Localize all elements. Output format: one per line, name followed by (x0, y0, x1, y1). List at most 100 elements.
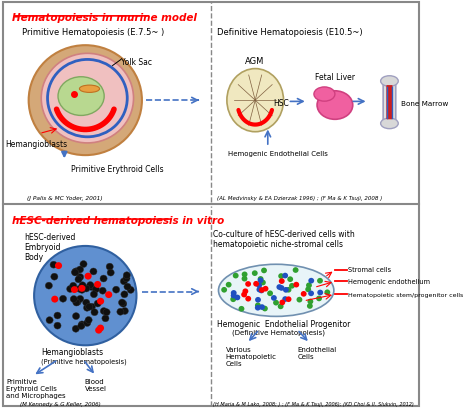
Circle shape (127, 287, 134, 294)
Circle shape (283, 287, 289, 293)
Circle shape (72, 269, 79, 276)
Circle shape (112, 286, 120, 293)
Circle shape (123, 275, 130, 282)
Text: Hemogenic  Endothelial Progenitor: Hemogenic Endothelial Progenitor (218, 319, 351, 328)
Ellipse shape (58, 78, 104, 116)
Circle shape (306, 283, 312, 288)
Text: (H Maria & M Lako, 2008; ) ; (F Ma & K Tsuji, 2006); (KD Choi & II. Slukvin, 201: (H Maria & M Lako, 2008; ) ; (F Ma & K T… (213, 401, 414, 406)
Circle shape (257, 278, 264, 283)
Circle shape (74, 299, 81, 306)
Circle shape (121, 308, 128, 315)
Text: (Primitive hematopoiesis): (Primitive hematopoiesis) (41, 357, 127, 364)
Circle shape (124, 283, 131, 290)
Circle shape (271, 295, 277, 301)
Circle shape (71, 286, 78, 293)
Text: hESC-derived hematopoiesis in vitro: hESC-derived hematopoiesis in vitro (12, 216, 224, 226)
FancyBboxPatch shape (383, 80, 396, 126)
Circle shape (287, 276, 293, 282)
Circle shape (267, 291, 273, 297)
Circle shape (95, 327, 102, 334)
Circle shape (70, 296, 77, 303)
Circle shape (259, 304, 265, 310)
Circle shape (253, 281, 259, 287)
Circle shape (97, 325, 104, 332)
Circle shape (78, 285, 85, 292)
Circle shape (118, 299, 126, 306)
Circle shape (67, 286, 74, 293)
Circle shape (282, 273, 288, 279)
Circle shape (261, 268, 267, 274)
Circle shape (100, 275, 107, 282)
Circle shape (73, 268, 80, 275)
Text: Hematopoiesis in murine model: Hematopoiesis in murine model (12, 13, 197, 23)
Circle shape (278, 304, 283, 310)
Circle shape (276, 285, 283, 290)
Circle shape (117, 308, 124, 315)
Circle shape (106, 263, 113, 270)
Circle shape (82, 285, 90, 292)
Circle shape (70, 283, 77, 290)
Text: Yolk Sac: Yolk Sac (121, 58, 152, 67)
Circle shape (78, 321, 85, 328)
Circle shape (255, 305, 261, 311)
Text: HSC: HSC (273, 99, 289, 108)
Circle shape (76, 285, 83, 292)
Circle shape (241, 292, 247, 298)
Circle shape (301, 291, 307, 297)
Text: (Definitive Hematopoiesis): (Definitive Hematopoiesis) (232, 328, 325, 335)
Text: (AL Medvinsky & EA Dzierzak 1996) ; (F Ma & K Tsuji, 2008 ): (AL Medvinsky & EA Dzierzak 1996) ; (F M… (218, 196, 383, 200)
Circle shape (55, 263, 62, 270)
Circle shape (119, 301, 127, 308)
Circle shape (85, 317, 92, 324)
Circle shape (286, 287, 292, 293)
Circle shape (255, 297, 261, 303)
Circle shape (278, 274, 284, 279)
Circle shape (263, 286, 268, 292)
Text: Stromal cells: Stromal cells (348, 267, 392, 272)
Circle shape (233, 273, 238, 279)
Circle shape (87, 282, 94, 289)
Circle shape (88, 284, 95, 291)
Circle shape (34, 246, 137, 346)
Circle shape (231, 293, 237, 299)
Text: Definitive Hematopoiesis (E10.5~): Definitive Hematopoiesis (E10.5~) (218, 28, 363, 37)
Circle shape (91, 291, 98, 298)
Circle shape (308, 291, 314, 297)
Text: (J Palis & MC Yoder, 2001): (J Palis & MC Yoder, 2001) (27, 196, 102, 200)
Circle shape (245, 281, 251, 287)
Circle shape (99, 288, 106, 294)
Circle shape (293, 282, 299, 288)
FancyBboxPatch shape (3, 3, 419, 406)
Circle shape (121, 291, 128, 298)
Circle shape (41, 54, 134, 144)
Circle shape (120, 278, 128, 285)
Circle shape (78, 323, 85, 330)
Circle shape (105, 292, 112, 298)
Circle shape (76, 274, 84, 281)
Text: Primitive
Erythroid Cells
and Microphages: Primitive Erythroid Cells and Microphage… (7, 378, 66, 398)
Ellipse shape (381, 76, 398, 87)
Circle shape (221, 287, 227, 293)
Circle shape (46, 317, 53, 324)
Circle shape (73, 299, 80, 306)
Circle shape (51, 274, 58, 281)
Ellipse shape (80, 86, 100, 93)
Circle shape (258, 288, 264, 294)
Circle shape (28, 46, 142, 156)
Circle shape (230, 297, 236, 302)
Circle shape (50, 262, 57, 268)
FancyBboxPatch shape (386, 86, 392, 120)
Circle shape (84, 273, 91, 280)
Circle shape (307, 303, 313, 309)
Text: Blood
Vessel: Blood Vessel (84, 378, 107, 391)
Circle shape (297, 297, 302, 303)
Circle shape (279, 285, 284, 291)
Circle shape (123, 272, 130, 279)
Circle shape (279, 279, 285, 284)
Circle shape (292, 267, 299, 273)
Circle shape (226, 282, 232, 288)
Circle shape (46, 283, 53, 289)
Ellipse shape (227, 70, 283, 133)
Circle shape (97, 298, 104, 305)
Circle shape (255, 303, 261, 308)
